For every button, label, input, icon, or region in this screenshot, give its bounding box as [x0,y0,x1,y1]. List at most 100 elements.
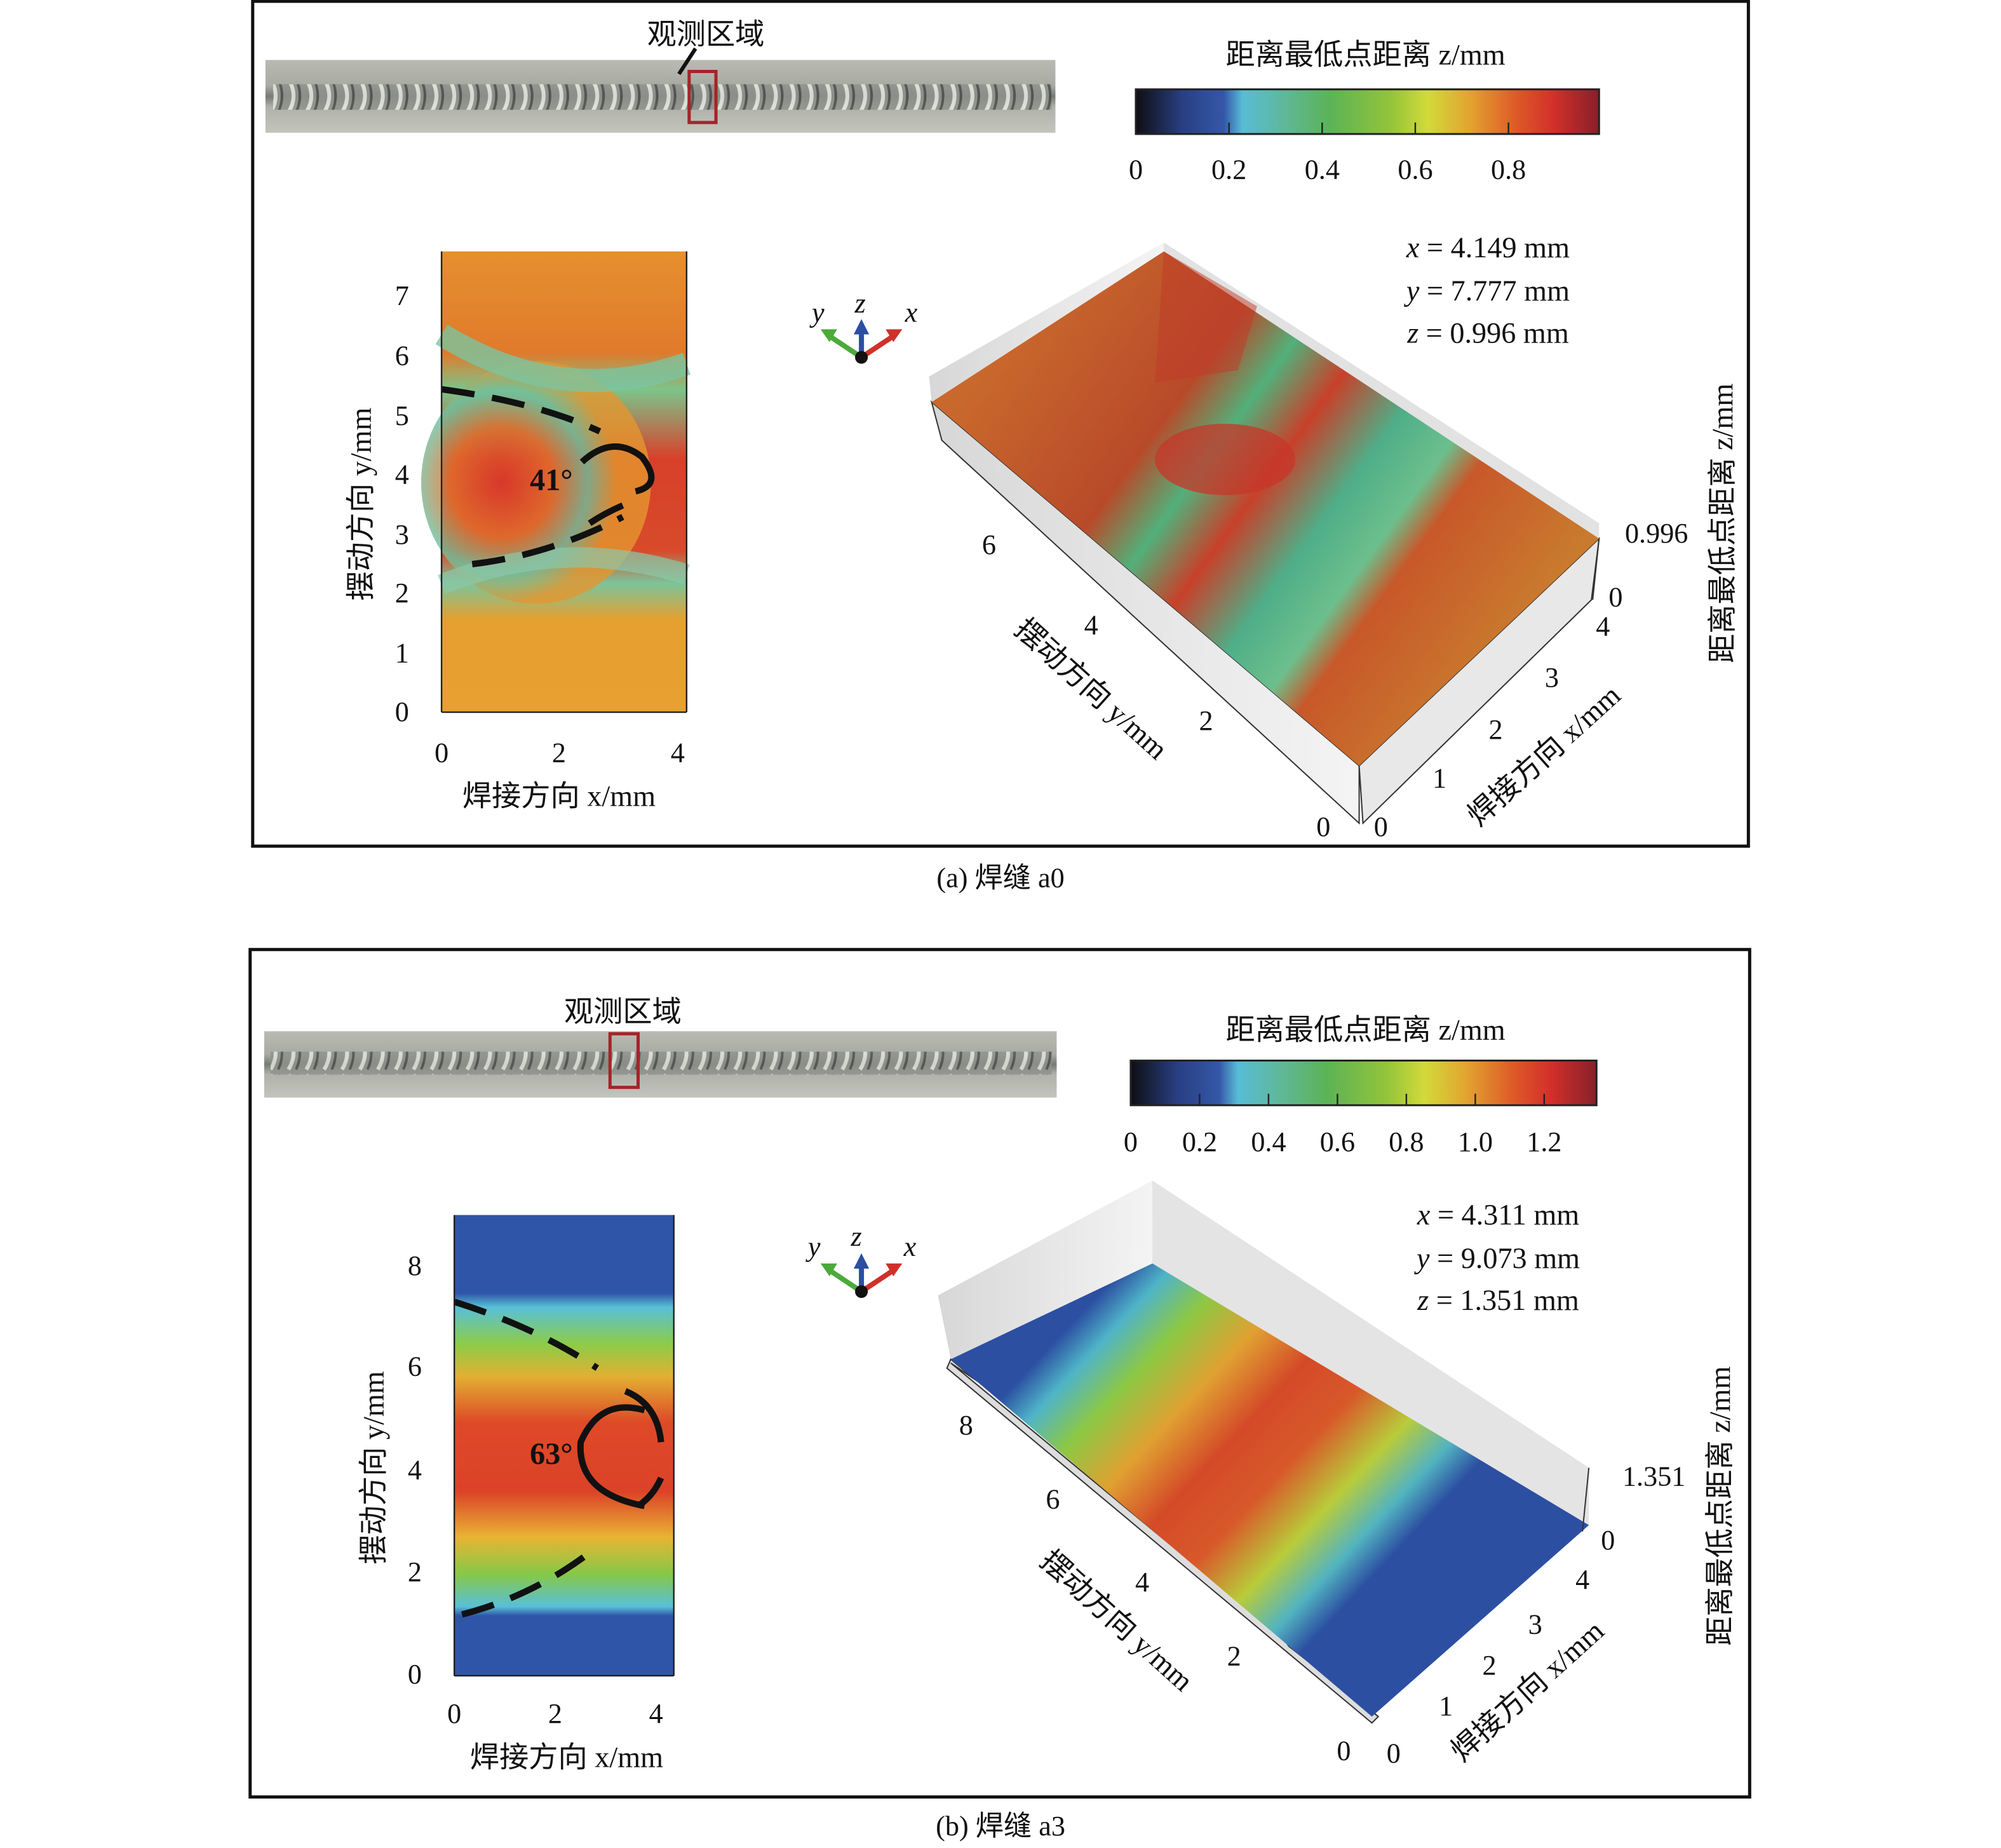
readout-var: z [1407,317,1419,349]
triad-b-z: z [851,1220,862,1252]
readout-a-x: x = 4.149 mm [1406,233,1570,262]
surface-a-xtick: 3 [1544,661,1559,693]
axes-triad-b [820,1253,903,1298]
weave-angle-b: 63° [530,1438,573,1472]
readout-var: x [1406,231,1420,264]
triad-a-x-label: x [905,296,918,328]
surface-b-xtick: 0 [1386,1737,1401,1769]
observation-region-box-b [608,1032,640,1089]
map-b-xlabel: 焊接方向 x/mm [469,1741,664,1774]
surface-a-ztick: 0.996 [1624,516,1688,549]
triad-a-x: x [905,296,918,328]
surface-3d-a [929,242,1600,825]
colorbar-b-tick: 0.6 [1319,1125,1356,1158]
surface-a-ytick: 0 [1316,810,1331,842]
colorbar-a-tick: 0.4 [1304,153,1340,185]
surface-a-xtick: 1 [1432,762,1447,794]
map-b-xtick: 2 [548,1697,562,1730]
panel-a-frame [251,0,1750,848]
map-b-ytick: 0 [407,1657,422,1690]
panel-b-frame [248,948,1751,1799]
surface-a-ytick: 2 [1199,704,1213,737]
triad-b-y: y [807,1230,821,1262]
observation-region-box-a [687,69,718,125]
map-a-ytick: 0 [394,695,409,728]
surface-b-xtick: 1 [1439,1689,1453,1722]
colorbar-b-tick: 0.8 [1389,1125,1424,1158]
region-label-a: 观测区域 [647,18,765,51]
surface-b-ytick: 0 [1337,1734,1351,1767]
colorbar-b-title: 距离最低点距离 z/mm [1225,1014,1506,1046]
readout-var: y [1406,274,1420,307]
surface-b-ytick: 6 [1046,1483,1060,1515]
surface-a-xtick: 2 [1488,713,1503,746]
colorbar-a [1135,88,1600,135]
map-a-ytick: 7 [394,279,409,312]
surface-a-zlabel: 距离最低点距离 z/mm [1707,383,1739,663]
readout-value: = 0.996 mm [1425,317,1569,349]
triad-a-z-label: z [854,287,866,320]
map-b-ytick: 6 [407,1350,422,1382]
surface-a-xtick: 4 [1596,610,1610,642]
surface-b-xtick: 4 [1575,1563,1590,1596]
colorbar-b-tick: 0.2 [1182,1125,1218,1158]
map-a-ytick: 3 [394,518,409,550]
colorbar-b-tick: 1.0 [1457,1125,1493,1158]
triad-b-z-label: z [851,1220,862,1252]
surface-b-zlabel: 距离最低点距离 z/mm [1704,1366,1737,1646]
map-a-ytick: 6 [394,339,409,372]
surface-b-ytick: 8 [959,1408,973,1441]
map-a-ytick: 2 [394,577,409,609]
region-label-b: 观测区域 [563,996,682,1029]
surface-b-ztick: 1.351 [1622,1460,1686,1492]
surface-a-ytick: 4 [1084,609,1098,641]
colorbar-b-tick: 1.2 [1526,1125,1562,1158]
axes-triad-a [820,319,903,364]
triad-a-y-label: y [811,296,825,328]
readout-b-x: x = 4.311 mm [1417,1200,1579,1229]
readout-value: = 9.073 mm [1437,1242,1580,1274]
surface-3d-b [938,1180,1590,1724]
weave-angle-a: 41° [530,464,573,498]
colorbar-a-tick: 0 [1128,153,1143,185]
readout-b-y: y = 9.073 mm [1417,1244,1580,1273]
readout-value: = 4.149 mm [1427,231,1570,264]
map-b-ylabel: 摆动方向 y/mm [358,1371,390,1565]
colorbar-a-tick: 0.8 [1491,153,1526,185]
caption-b: (b) 焊缝 a3 [936,1809,1065,1842]
height-map-b [453,1215,675,1677]
caption-a: (a) 焊缝 a0 [936,861,1065,894]
readout-value: = 7.777 mm [1427,274,1570,307]
colorbar-b-tick: 0.4 [1251,1125,1286,1158]
triad-b-y-label: y [807,1230,821,1262]
map-b-ytick: 8 [407,1249,422,1282]
readout-var: x [1417,1199,1431,1231]
colorbar-b-tick: 0 [1123,1125,1138,1158]
surface-a-ytick: 6 [981,528,997,560]
colorbar-b-ticks [1199,1093,1546,1105]
colorbar-a-tick: 0.2 [1211,153,1247,185]
map-b-ytick: 2 [407,1555,422,1588]
readout-value: = 4.311 mm [1437,1199,1580,1231]
map-b-xtick: 4 [649,1697,663,1730]
surface-b-xtick: 2 [1482,1649,1497,1681]
colorbar-a-ticks [1228,122,1509,134]
weld-photo-b [264,1031,1057,1098]
colorbar-a-title: 距离最低点距离 z/mm [1225,39,1506,71]
map-a-xtick: 4 [670,736,685,769]
map-a-ytick: 1 [394,637,409,669]
surface-a-ztick: 0 [1608,581,1623,613]
map-a-xtick: 0 [435,736,449,769]
colorbar-a-tick: 0.6 [1398,153,1433,185]
map-b-xtick: 0 [447,1697,462,1730]
surface-b-ztick: 0 [1601,1523,1615,1556]
readout-var: y [1417,1242,1430,1274]
map-a-ylabel: 摆动方向 y/mm [345,407,377,601]
surface-b-xtick: 3 [1528,1608,1542,1640]
weld-photo-a [265,47,1056,133]
height-map-a [421,251,691,713]
map-b-ytick: 4 [407,1453,422,1486]
colorbar-b [1129,1059,1598,1107]
